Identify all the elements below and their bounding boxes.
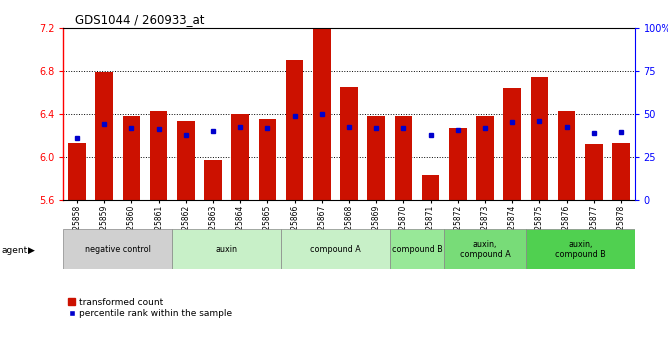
- Bar: [204, 160, 222, 200]
- Bar: [177, 121, 194, 200]
- Bar: [68, 143, 86, 200]
- Text: compound B: compound B: [391, 245, 442, 254]
- Bar: [395, 116, 412, 200]
- Bar: [281, 229, 390, 269]
- Bar: [286, 60, 303, 200]
- Bar: [150, 111, 168, 200]
- Bar: [259, 119, 277, 200]
- Text: auxin,
compound B: auxin, compound B: [555, 239, 606, 259]
- Text: agent: agent: [1, 246, 27, 255]
- Bar: [504, 88, 521, 200]
- Bar: [526, 229, 635, 269]
- Bar: [313, 28, 331, 200]
- Legend: transformed count, percentile rank within the sample: transformed count, percentile rank withi…: [68, 298, 232, 318]
- Bar: [172, 229, 281, 269]
- Bar: [449, 128, 467, 200]
- Bar: [444, 229, 526, 269]
- Bar: [231, 114, 249, 200]
- Bar: [422, 175, 440, 200]
- Bar: [390, 229, 444, 269]
- Text: ▶: ▶: [28, 246, 35, 255]
- Text: GDS1044 / 260933_at: GDS1044 / 260933_at: [75, 13, 204, 27]
- Bar: [96, 72, 113, 200]
- Text: compound A: compound A: [310, 245, 361, 254]
- Text: auxin,
compound A: auxin, compound A: [460, 239, 510, 259]
- Bar: [612, 143, 630, 200]
- Bar: [63, 229, 172, 269]
- Bar: [123, 116, 140, 200]
- Bar: [585, 144, 603, 200]
- Bar: [558, 111, 575, 200]
- Bar: [530, 77, 548, 200]
- Text: negative control: negative control: [85, 245, 151, 254]
- Bar: [367, 116, 385, 200]
- Bar: [476, 116, 494, 200]
- Text: auxin: auxin: [216, 245, 238, 254]
- Bar: [340, 87, 358, 200]
